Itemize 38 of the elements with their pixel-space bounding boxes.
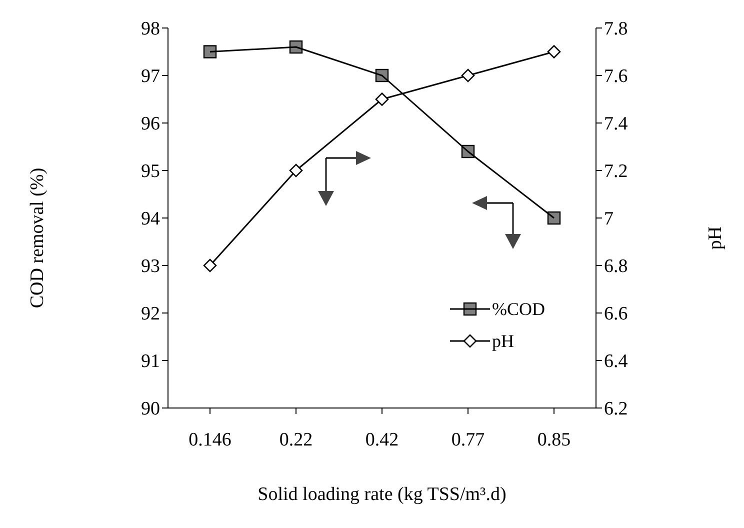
x-tick-label: 0.85 [537,429,571,450]
y-tick-label: 93 [141,256,160,278]
y2-tick-label: 7.4 [604,114,628,135]
point [289,164,303,178]
point [461,144,475,158]
y2-axis-title: pH [705,226,727,250]
point [461,68,475,82]
x-tick-label: 0.77 [451,429,485,450]
y-tick-label: 90 [141,398,160,420]
x-tick-label: 0.146 [188,429,232,450]
y-tick-label: 94 [141,208,160,230]
y2-tick-label: 7.8 [604,18,628,40]
y2-tick-label: 6.8 [604,256,628,278]
y2-tick-label: 7.6 [604,66,628,88]
point [203,45,217,58]
x-tick-label: 0.42 [365,429,399,450]
y-axis-title: COD removal (%) [27,168,49,308]
point [375,68,389,82]
point [547,211,561,225]
y2-tick-label: 6.2 [604,398,628,420]
y-tick-label: 98 [141,18,160,40]
y-tick-label: 97 [141,66,160,88]
y2-tick-label: 7 [604,208,614,230]
point [547,45,561,58]
point [375,92,389,106]
legend-label: %COD [492,298,545,320]
point [203,258,217,272]
point [289,40,303,54]
legend-label: pH [492,330,514,352]
y-tick-label: 91 [141,351,160,372]
y-tick-label: 96 [141,114,160,135]
y2-tick-label: 6.4 [604,351,628,372]
y2-tick-label: 7.2 [604,161,628,182]
x-tick-label: 0.22 [279,429,313,450]
x-axis-title: Solid loading rate (kg TSS/m³.d) [256,484,508,506]
y2-tick-label: 6.6 [604,304,628,325]
y-tick-label: 92 [141,304,160,325]
y-tick-label: 95 [141,161,160,182]
